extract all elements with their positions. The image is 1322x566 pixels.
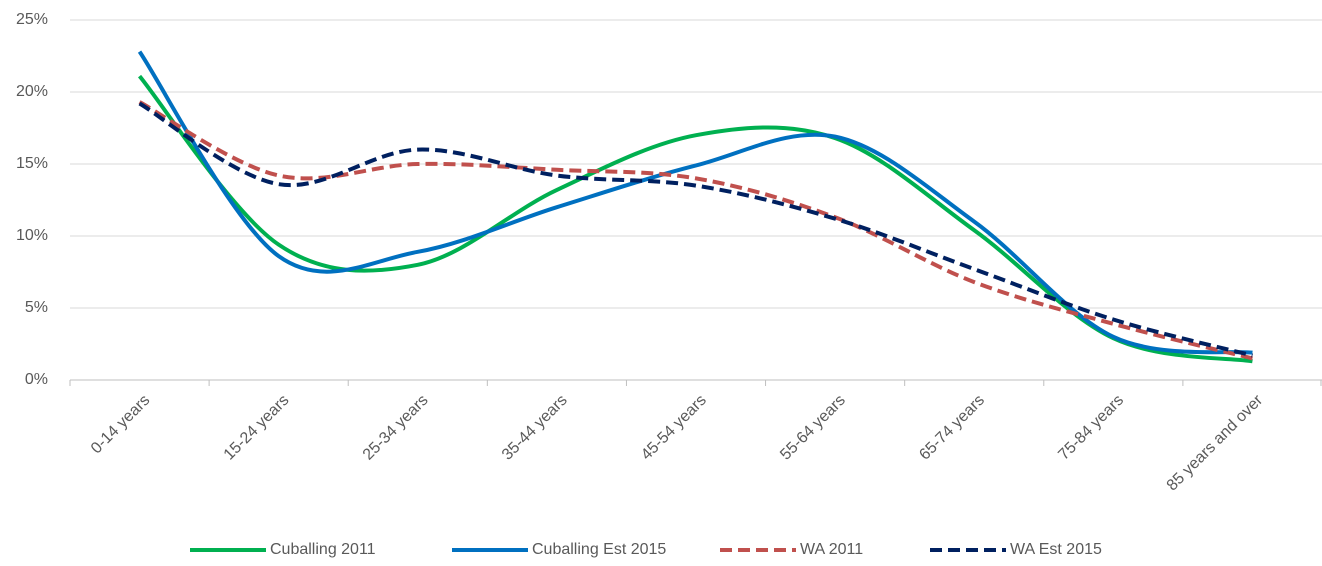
x-tick-label: 75-84 years [1055, 392, 1127, 464]
series-line [138, 74, 1253, 364]
series-line [138, 101, 1253, 358]
x-tick-label: 15-24 years [221, 392, 293, 464]
x-tick-label: 0-14 years [88, 392, 153, 457]
x-tick-label: 35-44 years [499, 392, 571, 464]
legend-label: Cuballing 2011 [270, 541, 376, 558]
x-tick-label: 45-54 years [638, 392, 710, 464]
x-tick-label: 65-74 years [916, 392, 988, 464]
x-tick-label: 55-64 years [777, 392, 849, 464]
y-tick-label: 15% [16, 155, 48, 172]
legend-label: WA 2011 [800, 541, 863, 558]
series-line [137, 50, 1253, 355]
x-tick-label: 25-34 years [360, 392, 432, 464]
y-tick-label: 5% [25, 299, 48, 316]
y-tick-label: 10% [16, 227, 48, 244]
y-tick-label: 20% [16, 83, 48, 100]
series-line [138, 100, 1253, 361]
x-tick-label: 85 years and over [1164, 391, 1267, 494]
y-tick-label: 25% [16, 11, 48, 28]
legend-label: Cuballing Est 2015 [532, 541, 666, 558]
y-tick-label: 0% [25, 371, 48, 388]
legend-label: WA Est 2015 [1010, 541, 1102, 558]
